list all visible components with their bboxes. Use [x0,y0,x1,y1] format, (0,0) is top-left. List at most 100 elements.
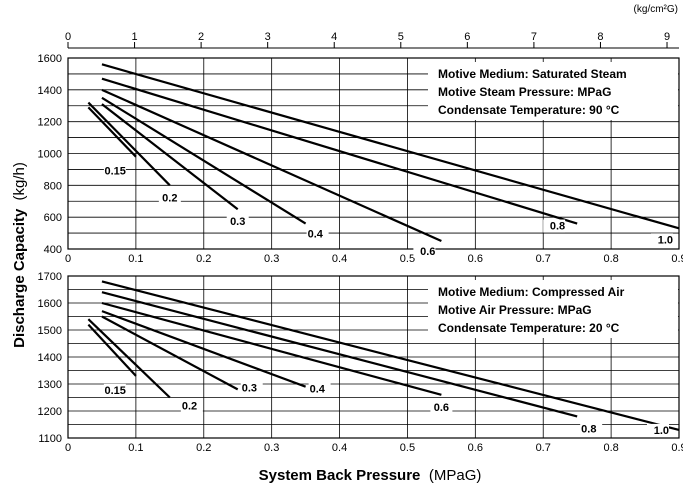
x-tick-label: 0.8 [603,442,618,454]
series-line-0.3 [101,315,239,391]
top-axis-tick-label: 9 [664,31,670,43]
series-label-bg [180,399,203,413]
series-label-bg [430,400,453,414]
annotation-line: Condensate Temperature: 90 °C [438,103,620,117]
y-tick-label: 800 [44,180,62,192]
annotation-box [428,280,678,338]
top-axis-tick-label: 6 [464,31,470,43]
series-label-bg [158,191,181,205]
series-label-0.15: 0.15 [104,385,125,397]
annotation-line: Motive Air Pressure: MPaG [438,303,592,317]
y-tick-label: 1500 [38,325,62,337]
x-tick-label: 0.6 [468,253,483,265]
series-label-0.2: 0.2 [182,401,197,413]
top-axis-tick-label: 3 [265,31,271,43]
x-tick-label: 0.2 [196,442,211,454]
x-axis-label-unit: (MPaG) [429,467,482,484]
y-tick-label: 1400 [38,85,62,97]
series-label-bg [240,381,263,395]
bottom-panel: 1100 1200 1300 1400 1500 1600 1700 0 0.1 0.2 0.3 0.… [38,271,683,454]
top-axis-tick-label: 1 [131,31,137,43]
series-label-0.15: 0.15 [104,166,125,178]
series-line-0.3 [101,103,239,211]
top-axis-tick-label: 8 [597,31,603,43]
y-tick-label: 400 [44,244,62,256]
top-axis-tick-label: 4 [331,31,337,43]
series-line-0.8 [101,291,578,418]
series-label-bg [413,245,436,259]
y-axis-label-unit: (kg/h) [11,162,28,200]
x-tick-label: 0.1 [128,442,143,454]
x-tick-label: 0 [65,253,71,265]
y-tick-label: 1100 [38,433,62,445]
series-line-1.0 [101,280,680,431]
y-tick-label: 1200 [38,117,62,129]
x-tick-label: 0.7 [536,442,551,454]
plot-frame [67,275,680,439]
series-label-0.3: 0.3 [242,382,257,394]
x-tick-label: 0.8 [603,253,618,265]
x-tick-label: 0.6 [468,442,483,454]
series-label-bg [543,219,566,233]
annotation-box [428,62,678,120]
series-line-0.8 [101,77,578,225]
series-line-0.2 [87,101,171,187]
x-tick-label: 0.3 [264,442,279,454]
x-tick-label: 0 [65,442,71,454]
series-label-0.4: 0.4 [308,229,324,241]
y-tick-label: 1700 [38,271,62,283]
series-line-0.2 [87,318,171,399]
annotation-line: Condensate Temperature: 20 °C [438,321,620,335]
top-axis-tick-label: 5 [398,31,404,43]
series-line-0.15 [87,323,137,377]
y-tick-label: 1600 [38,53,62,65]
x-tick-label: 0.9 [671,253,683,265]
top-axis-tick-label: 7 [531,31,537,43]
series-line-0.15 [87,106,137,158]
top-axis-tick-label: 0 [65,31,71,43]
series-label-1.0: 1.0 [658,234,673,246]
annotation-line: Motive Steam Pressure: MPaG [438,85,611,99]
y-tick-label: 1400 [38,352,62,364]
x-tick-label: 0.5 [400,442,415,454]
series-line-0.4 [101,310,306,388]
plot-frame [67,57,680,250]
y-tick-label: 600 [44,212,62,224]
series-label-1.0: 1.0 [654,425,669,437]
y-tick-label: 1200 [38,406,62,418]
x-tick-label: 0.5 [400,253,415,265]
y-tick-label: 1300 [38,379,62,391]
series-label-0.3: 0.3 [230,216,245,228]
series-label-0.8: 0.8 [550,221,565,233]
series-label-bg [226,215,249,229]
y-axis-label-main: Discharge Capacity [11,208,28,348]
series-line-1.0 [101,63,680,230]
y-tick-label: 1000 [38,149,62,161]
series-label-bg [647,423,669,437]
annotation-line: Motive Medium: Saturated Steam [438,67,627,81]
x-tick-label: 0.4 [332,253,347,265]
y-tick-label: 1600 [38,298,62,310]
series-label-bg [651,233,673,247]
series-label-0.4: 0.4 [310,384,326,396]
series-line-0.6 [101,88,442,243]
x-tick-label: 0.1 [128,253,143,265]
y-axis-label: Discharge Capacity (kg/h) [11,162,28,348]
series-label-0.2: 0.2 [162,192,177,204]
x-tick-label: 0.3 [264,253,279,265]
series-label-bg [103,383,126,397]
series-label-bg [306,227,329,241]
annotation-line: Motive Medium: Compressed Air [438,285,625,299]
series-label-0.6: 0.6 [420,246,435,258]
series-label-0.6: 0.6 [434,402,449,414]
series-label-bg [103,164,126,178]
series-label-bg [308,382,331,396]
x-tick-label: 0.7 [536,253,551,265]
x-tick-label: 0.2 [196,253,211,265]
x-axis-label: System Back Pressure (MPaG) [259,467,482,484]
x-tick-label: 0.4 [332,442,347,454]
x-axis-label-main: System Back Pressure [259,467,421,484]
x-tick-label: 0.9 [671,442,683,454]
